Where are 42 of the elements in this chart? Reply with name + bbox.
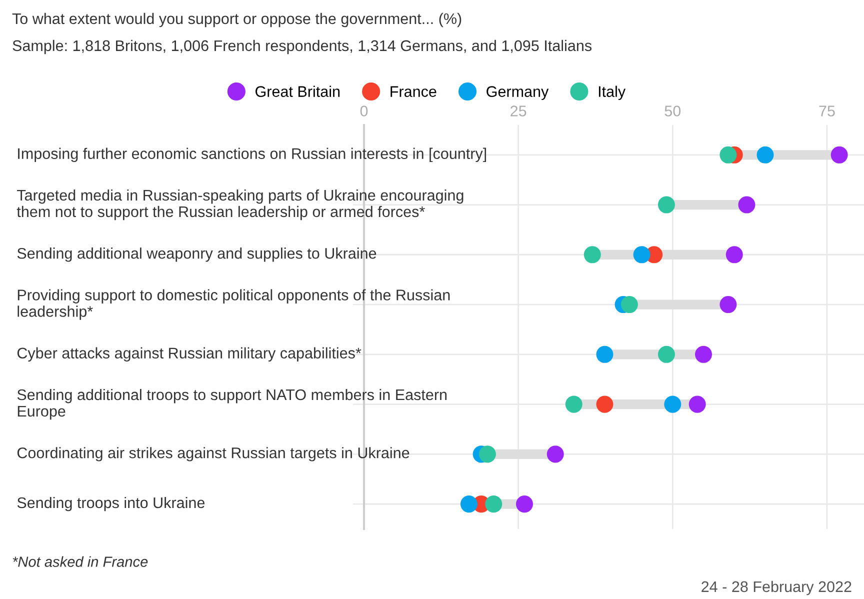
- y-tick-label: Imposing further economic sanctions on Russian interests in [country]: [18, 148, 486, 162]
- y-tick-label: Sending additional weaponry and supplies to Ukraine: [17, 248, 376, 262]
- point: [478, 446, 496, 463]
- point: [485, 496, 502, 513]
- point: [756, 146, 774, 164]
- point: [633, 246, 650, 264]
- point: [596, 396, 614, 413]
- point: [658, 196, 675, 214]
- point: [546, 446, 564, 463]
- x-tick-label: 75: [819, 106, 835, 116]
- point: [720, 296, 737, 314]
- y-tick-label: Sending troops into Ukraine: [17, 496, 205, 512]
- legend-label: France: [390, 86, 436, 97]
- text: *Not asked in France: [12, 556, 148, 567]
- point: [565, 396, 582, 413]
- legend-label: Great Britain: [256, 86, 340, 97]
- point: [664, 396, 682, 413]
- point: [460, 496, 478, 513]
- point: [738, 196, 756, 214]
- point: [830, 146, 848, 164]
- legend-label: Germany: [486, 86, 549, 100]
- y-tick-label: Cyber attacks against Russian military capabilities*: [17, 347, 362, 362]
- point: [720, 146, 737, 164]
- x-tick-label: 25: [510, 106, 526, 116]
- text: 24 - 28 February 2022: [702, 580, 852, 596]
- point: [584, 246, 601, 264]
- y-tick-label: Coordinating air strikes against Russian targets in Ukraine: [17, 447, 410, 462]
- point: [726, 246, 743, 264]
- y-tick-label: Sending additional troops to support NATO members in Eastern Europe: [17, 388, 447, 420]
- y-tick-label: Targeted media in Russian-speaking parts of Ukraine encouraging them not to support the Russian leadership or armed forces*: [16, 189, 464, 220]
- y-tick-label: Providing support to domestic political opponents of the Russian leadership*: [18, 289, 450, 320]
- point: [658, 346, 675, 363]
- text: To what extent would you support or oppose the government... (%): [12, 12, 462, 28]
- point: [688, 396, 706, 413]
- point: [695, 346, 712, 363]
- legend-label: Italy: [598, 86, 626, 100]
- x-tick-label: 50: [664, 106, 681, 116]
- chart-subtitle: Sample: 1,818 Britons, 1,006 French respondents, 1,314 Germans, and 1,095 Italians: [12, 40, 592, 54]
- point: [596, 346, 614, 363]
- x-tick-label: 0: [360, 106, 368, 116]
- point: [516, 496, 533, 513]
- point: [620, 296, 638, 314]
